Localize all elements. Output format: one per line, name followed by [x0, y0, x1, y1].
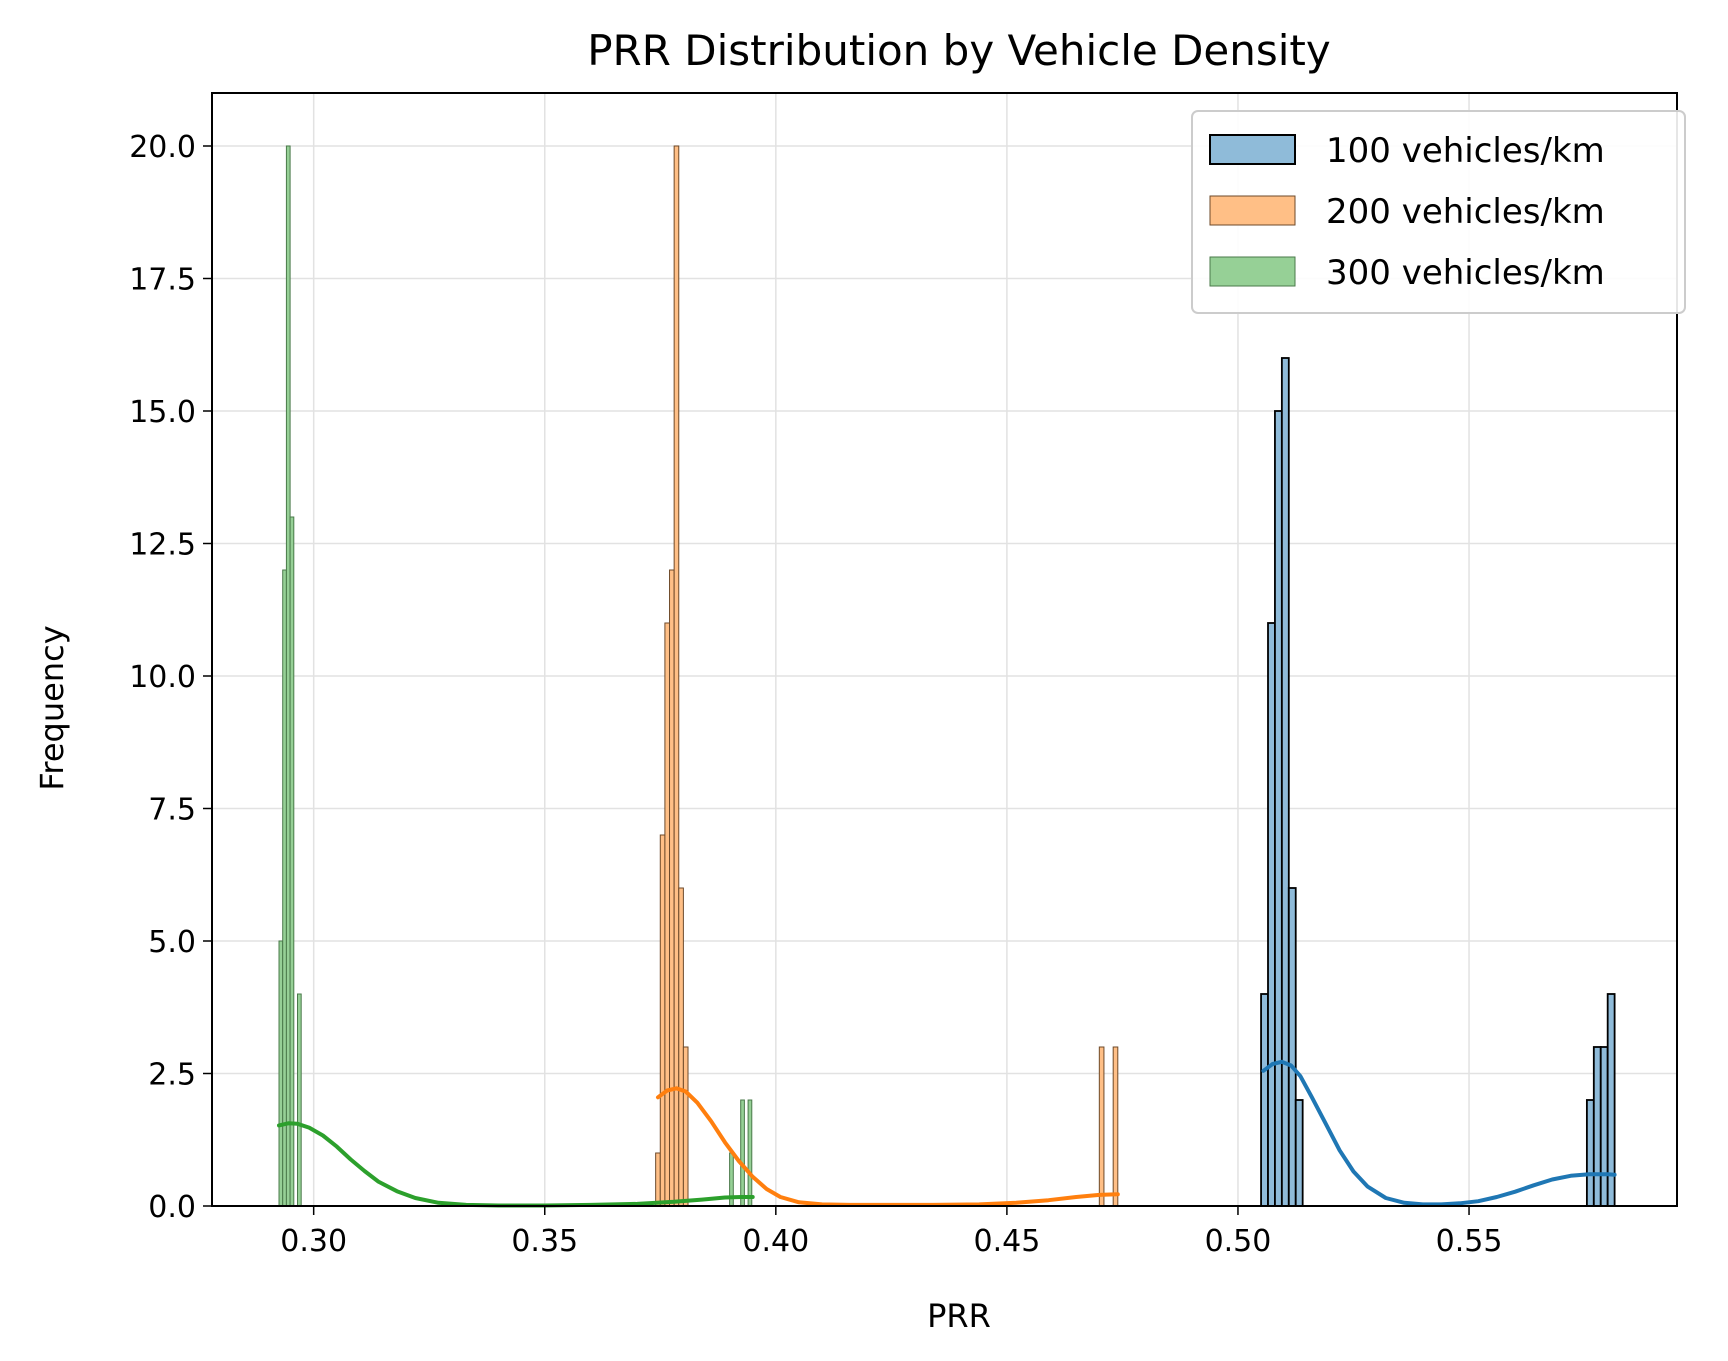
y-axis-ticks: 0.0 2.5 5.0 7.5 10.0 12.5 15.0 17.5 20.0: [129, 130, 212, 1225]
y-axis-label: Frequency: [33, 625, 71, 790]
histogram-bar: [1592, 1046, 1602, 1207]
legend-label-300: 300 vehicles/km: [1326, 253, 1605, 293]
legend-swatch-300: [1209, 256, 1296, 287]
histogram-bar: [669, 569, 675, 1207]
x-tick-label: 0.40: [742, 1224, 809, 1259]
x-tick-label: 0.35: [511, 1224, 578, 1259]
kde-curves: [277, 1059, 1617, 1208]
histogram-bar: [296, 993, 302, 1207]
histogram-bar: [1267, 622, 1276, 1207]
histogram-bar: [1112, 1046, 1119, 1207]
histogram-bar: [682, 1046, 689, 1207]
y-tick-label: 10.0: [129, 660, 196, 695]
kde-line-300: [277, 1121, 755, 1208]
histogram-bar: [1260, 993, 1269, 1207]
y-tick-label: 7.5: [148, 793, 196, 828]
histogram-bar: [1280, 357, 1290, 1207]
y-tick-label: 12.5: [129, 528, 196, 563]
x-tick-label: 0.45: [973, 1224, 1040, 1259]
bars-100: [1260, 357, 1616, 1207]
y-tick-label: 0.0: [148, 1190, 196, 1225]
legend-swatch-200: [1209, 195, 1296, 226]
histogram-bar: [282, 569, 287, 1207]
y-tick-label: 20.0: [129, 130, 196, 165]
y-tick-label: 15.0: [129, 395, 196, 430]
histogram-bar: [740, 1099, 745, 1207]
x-tick-label: 0.55: [1436, 1224, 1503, 1259]
y-tick-label: 17.5: [129, 263, 196, 298]
kde-line-100: [1261, 1059, 1617, 1207]
legend-label-200: 200 vehicles/km: [1326, 192, 1605, 232]
histogram-bar: [278, 940, 284, 1207]
histogram-bar: [1287, 887, 1297, 1207]
histogram-bar: [673, 145, 680, 1207]
histogram-bar: [678, 887, 684, 1207]
histogram-bar: [659, 834, 666, 1207]
histogram-bar: [747, 1099, 753, 1207]
legend-label-100: 100 vehicles/km: [1326, 131, 1605, 171]
histogram-bar: [1274, 410, 1283, 1207]
legend-swatch-100: [1209, 134, 1296, 165]
histogram-bar: [1599, 1046, 1609, 1207]
x-axis-label: PRR: [927, 1297, 991, 1335]
legend-box: [1191, 110, 1686, 314]
x-tick-label: 0.50: [1205, 1224, 1272, 1259]
histogram-bar: [1098, 1046, 1105, 1207]
histogram-bar: [1294, 1099, 1304, 1207]
histogram-bar: [1585, 1099, 1595, 1207]
histogram-bar: [289, 516, 295, 1207]
kde-line-200: [656, 1086, 1120, 1207]
x-tick-label: 0.30: [280, 1224, 347, 1259]
x-axis-ticks: 0.30 0.35 0.40 0.45 0.50 0.55: [280, 1206, 1502, 1259]
chart-title: PRR Distribution by Vehicle Density: [587, 26, 1331, 75]
plot-frame: [211, 92, 1678, 1207]
histogram-bar: [285, 145, 291, 1207]
y-tick-label: 2.5: [148, 1058, 196, 1093]
histogram-bar: [664, 622, 671, 1207]
histogram-bar: [655, 1152, 661, 1207]
legend: 100 vehicles/km 200 vehicles/km 300 vehi…: [1191, 110, 1686, 314]
y-tick-label: 5.0: [148, 925, 196, 960]
